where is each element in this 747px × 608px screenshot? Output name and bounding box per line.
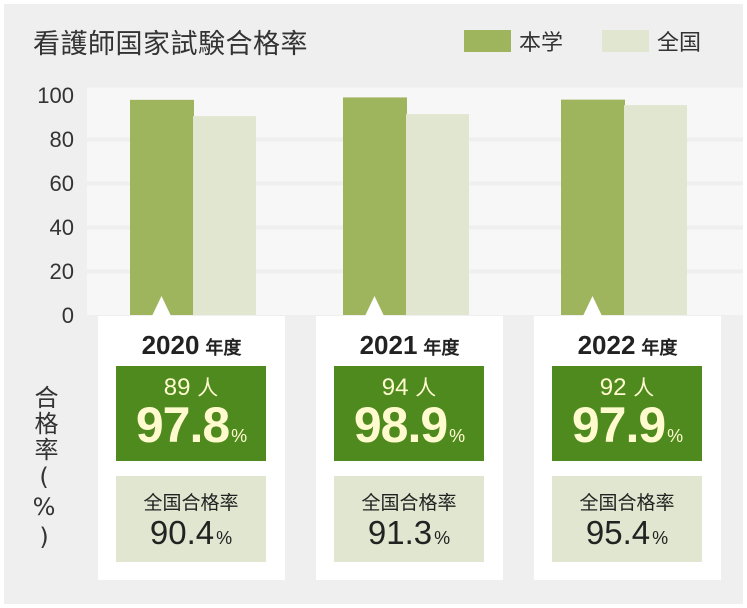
card-year-unit: 年度 bbox=[423, 338, 460, 359]
national-pass-rate-value: 91.3 bbox=[367, 514, 433, 551]
y-tick-label: 60 bbox=[50, 171, 74, 196]
national-pass-rate-unit: % bbox=[216, 528, 233, 548]
school-pass-rate-unit: % bbox=[449, 426, 465, 446]
school-pass-rate: 97.9% bbox=[552, 396, 702, 454]
bar-national-2022 bbox=[624, 105, 687, 316]
year-card-2020: 2020 年度 89 人 97.8% 全国合格率 90.4% bbox=[98, 316, 285, 580]
school-result-box: 94 人 98.9% bbox=[334, 366, 484, 461]
national-rate-label: 全国合格率 bbox=[579, 492, 675, 514]
school-pass-rate-value: 98.9 bbox=[353, 397, 448, 453]
card-year-heading: 2020 年度 bbox=[98, 330, 285, 361]
y-tick-label: 20 bbox=[50, 259, 74, 284]
bar-national-2020 bbox=[193, 116, 256, 316]
card-year-heading: 2021 年度 bbox=[316, 330, 503, 361]
national-pass-rate: 91.3% bbox=[334, 514, 484, 552]
legend-swatch-national bbox=[602, 30, 649, 52]
y-tick-label: 80 bbox=[50, 127, 74, 152]
y-tick-label: 100 bbox=[37, 83, 74, 108]
card-year-unit: 年度 bbox=[641, 338, 678, 359]
bar-school-2022 bbox=[561, 99, 625, 316]
school-pass-rate-value: 97.9 bbox=[571, 397, 666, 453]
bar-national-2021 bbox=[406, 114, 469, 315]
passer-count: 89 人 bbox=[116, 372, 266, 402]
passer-count-value: 92 bbox=[599, 374, 627, 401]
bar-school-2020 bbox=[130, 99, 194, 315]
national-result-box: 全国合格率 91.3% bbox=[334, 476, 484, 562]
national-pass-rate: 90.4% bbox=[116, 514, 266, 552]
card-pointer bbox=[364, 296, 385, 317]
passer-count: 94 人 bbox=[334, 372, 484, 402]
y-axis-title: 合格率(%) bbox=[30, 385, 58, 553]
national-rate-label: 全国合格率 bbox=[143, 492, 239, 514]
passer-count-unit: 人 bbox=[633, 376, 655, 400]
passer-count-unit: 人 bbox=[415, 376, 437, 400]
card-year: 2022 bbox=[577, 330, 636, 360]
school-pass-rate: 97.8% bbox=[116, 396, 266, 454]
card-year: 2020 bbox=[141, 330, 200, 360]
gridline bbox=[87, 83, 743, 88]
national-pass-rate-value: 90.4 bbox=[149, 514, 215, 551]
y-tick-label: 40 bbox=[50, 215, 74, 240]
national-rate-label: 全国合格率 bbox=[361, 492, 457, 514]
school-pass-rate-value: 97.8 bbox=[135, 397, 230, 453]
legend-swatch-school bbox=[464, 30, 511, 52]
national-result-box: 全国合格率 90.4% bbox=[116, 476, 266, 562]
passer-count: 92 人 bbox=[552, 372, 702, 402]
card-year: 2021 bbox=[359, 330, 418, 360]
year-card-2021: 2021 年度 94 人 98.9% 全国合格率 91.3% bbox=[316, 316, 503, 580]
card-pointer bbox=[151, 296, 172, 317]
national-pass-rate-unit: % bbox=[652, 528, 669, 548]
school-pass-rate-unit: % bbox=[667, 426, 683, 446]
card-pointer bbox=[582, 296, 603, 317]
year-card-2022: 2022 年度 92 人 97.9% 全国合格率 95.4% bbox=[534, 316, 721, 580]
card-year-heading: 2022 年度 bbox=[534, 330, 721, 361]
legend-item-national: 全国 bbox=[602, 28, 702, 56]
passer-count-value: 94 bbox=[381, 374, 409, 401]
school-result-box: 92 人 97.9% bbox=[552, 366, 702, 461]
legend-label-national: 全国 bbox=[657, 31, 702, 56]
national-pass-rate: 95.4% bbox=[552, 514, 702, 552]
card-year-unit: 年度 bbox=[205, 338, 242, 359]
school-pass-rate-unit: % bbox=[231, 426, 247, 446]
national-pass-rate-value: 95.4 bbox=[585, 514, 651, 551]
passer-count-unit: 人 bbox=[197, 376, 219, 400]
y-tick-label: 0 bbox=[62, 303, 74, 328]
legend-label-school: 本学 bbox=[519, 31, 564, 56]
legend-item-school: 本学 bbox=[464, 28, 564, 56]
school-pass-rate: 98.9% bbox=[334, 396, 484, 454]
chart-title: 看護師国家試験合格率 bbox=[33, 29, 308, 60]
national-pass-rate-unit: % bbox=[434, 528, 451, 548]
school-result-box: 89 人 97.8% bbox=[116, 366, 266, 461]
bar-school-2021 bbox=[343, 97, 407, 315]
passer-count-value: 89 bbox=[163, 374, 191, 401]
national-result-box: 全国合格率 95.4% bbox=[552, 476, 702, 562]
